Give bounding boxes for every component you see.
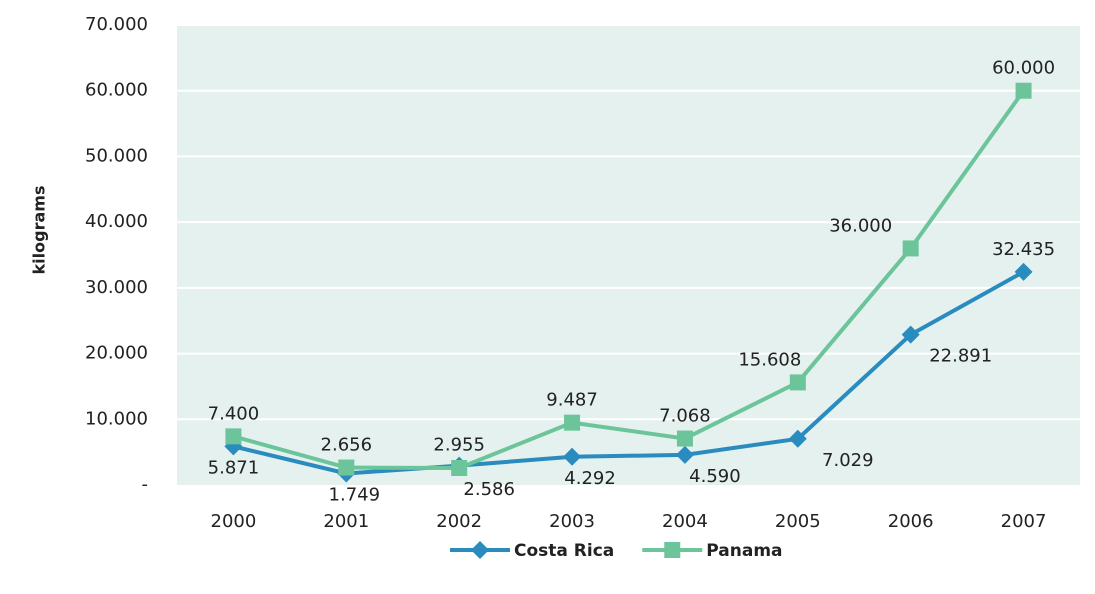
data-label: 1.749	[329, 485, 381, 506]
data-label: 15.608	[738, 349, 801, 370]
data-label: 32.435	[992, 239, 1055, 260]
marker	[563, 447, 582, 466]
y-tick-label: 30.000	[85, 277, 148, 298]
data-label: 7.029	[822, 450, 874, 471]
y-tick-label: -	[142, 474, 149, 495]
data-label: 22.891	[929, 346, 992, 367]
y-tick-label: 50.000	[85, 145, 148, 166]
y-tick-label: 70.000	[85, 14, 148, 35]
data-label: 36.000	[829, 215, 892, 236]
marker	[676, 430, 693, 447]
y-tick-label: 20.000	[85, 343, 148, 364]
x-tick-label: 2002	[436, 511, 482, 532]
marker	[1014, 262, 1033, 281]
plot-area	[177, 25, 1080, 485]
marker	[451, 460, 468, 477]
legend-label: Costa Rica	[514, 541, 614, 561]
x-tick-label: 2007	[1001, 511, 1047, 532]
y-tick-label: 60.000	[85, 80, 148, 101]
x-tick-label: 2000	[211, 511, 257, 532]
x-tick-label: 2005	[775, 511, 821, 532]
legend-label: Panama	[706, 541, 782, 561]
x-tick-label: 2001	[323, 511, 369, 532]
data-label: 4.590	[689, 466, 741, 487]
x-tick-label: 2006	[888, 511, 934, 532]
marker	[789, 374, 806, 391]
data-label: 4.292	[564, 468, 616, 489]
series-line	[232, 89, 1026, 471]
data-label: 9.487	[546, 390, 598, 411]
x-tick-label: 2004	[662, 511, 708, 532]
y-tick-label: 40.000	[85, 211, 148, 232]
data-label: 2.656	[321, 435, 373, 456]
data-label: 2.955	[433, 435, 485, 456]
marker	[1015, 82, 1032, 99]
marker	[564, 414, 581, 431]
data-label: 2.586	[463, 479, 515, 500]
y-tick-label: 10.000	[85, 408, 148, 429]
marker	[225, 428, 242, 445]
series-line	[232, 270, 1025, 476]
marker	[664, 542, 681, 558]
marker	[675, 445, 694, 464]
marker	[901, 325, 920, 344]
data-label: 7.400	[208, 403, 260, 424]
marker	[902, 240, 919, 257]
marker	[471, 541, 489, 559]
data-label: 60.000	[992, 58, 1055, 79]
data-label: 7.068	[659, 406, 711, 427]
marker	[338, 459, 355, 476]
data-label: 5.871	[208, 457, 260, 478]
marker	[788, 429, 807, 448]
x-tick-label: 2003	[549, 511, 595, 532]
y-axis-label: kilograms	[30, 186, 49, 275]
